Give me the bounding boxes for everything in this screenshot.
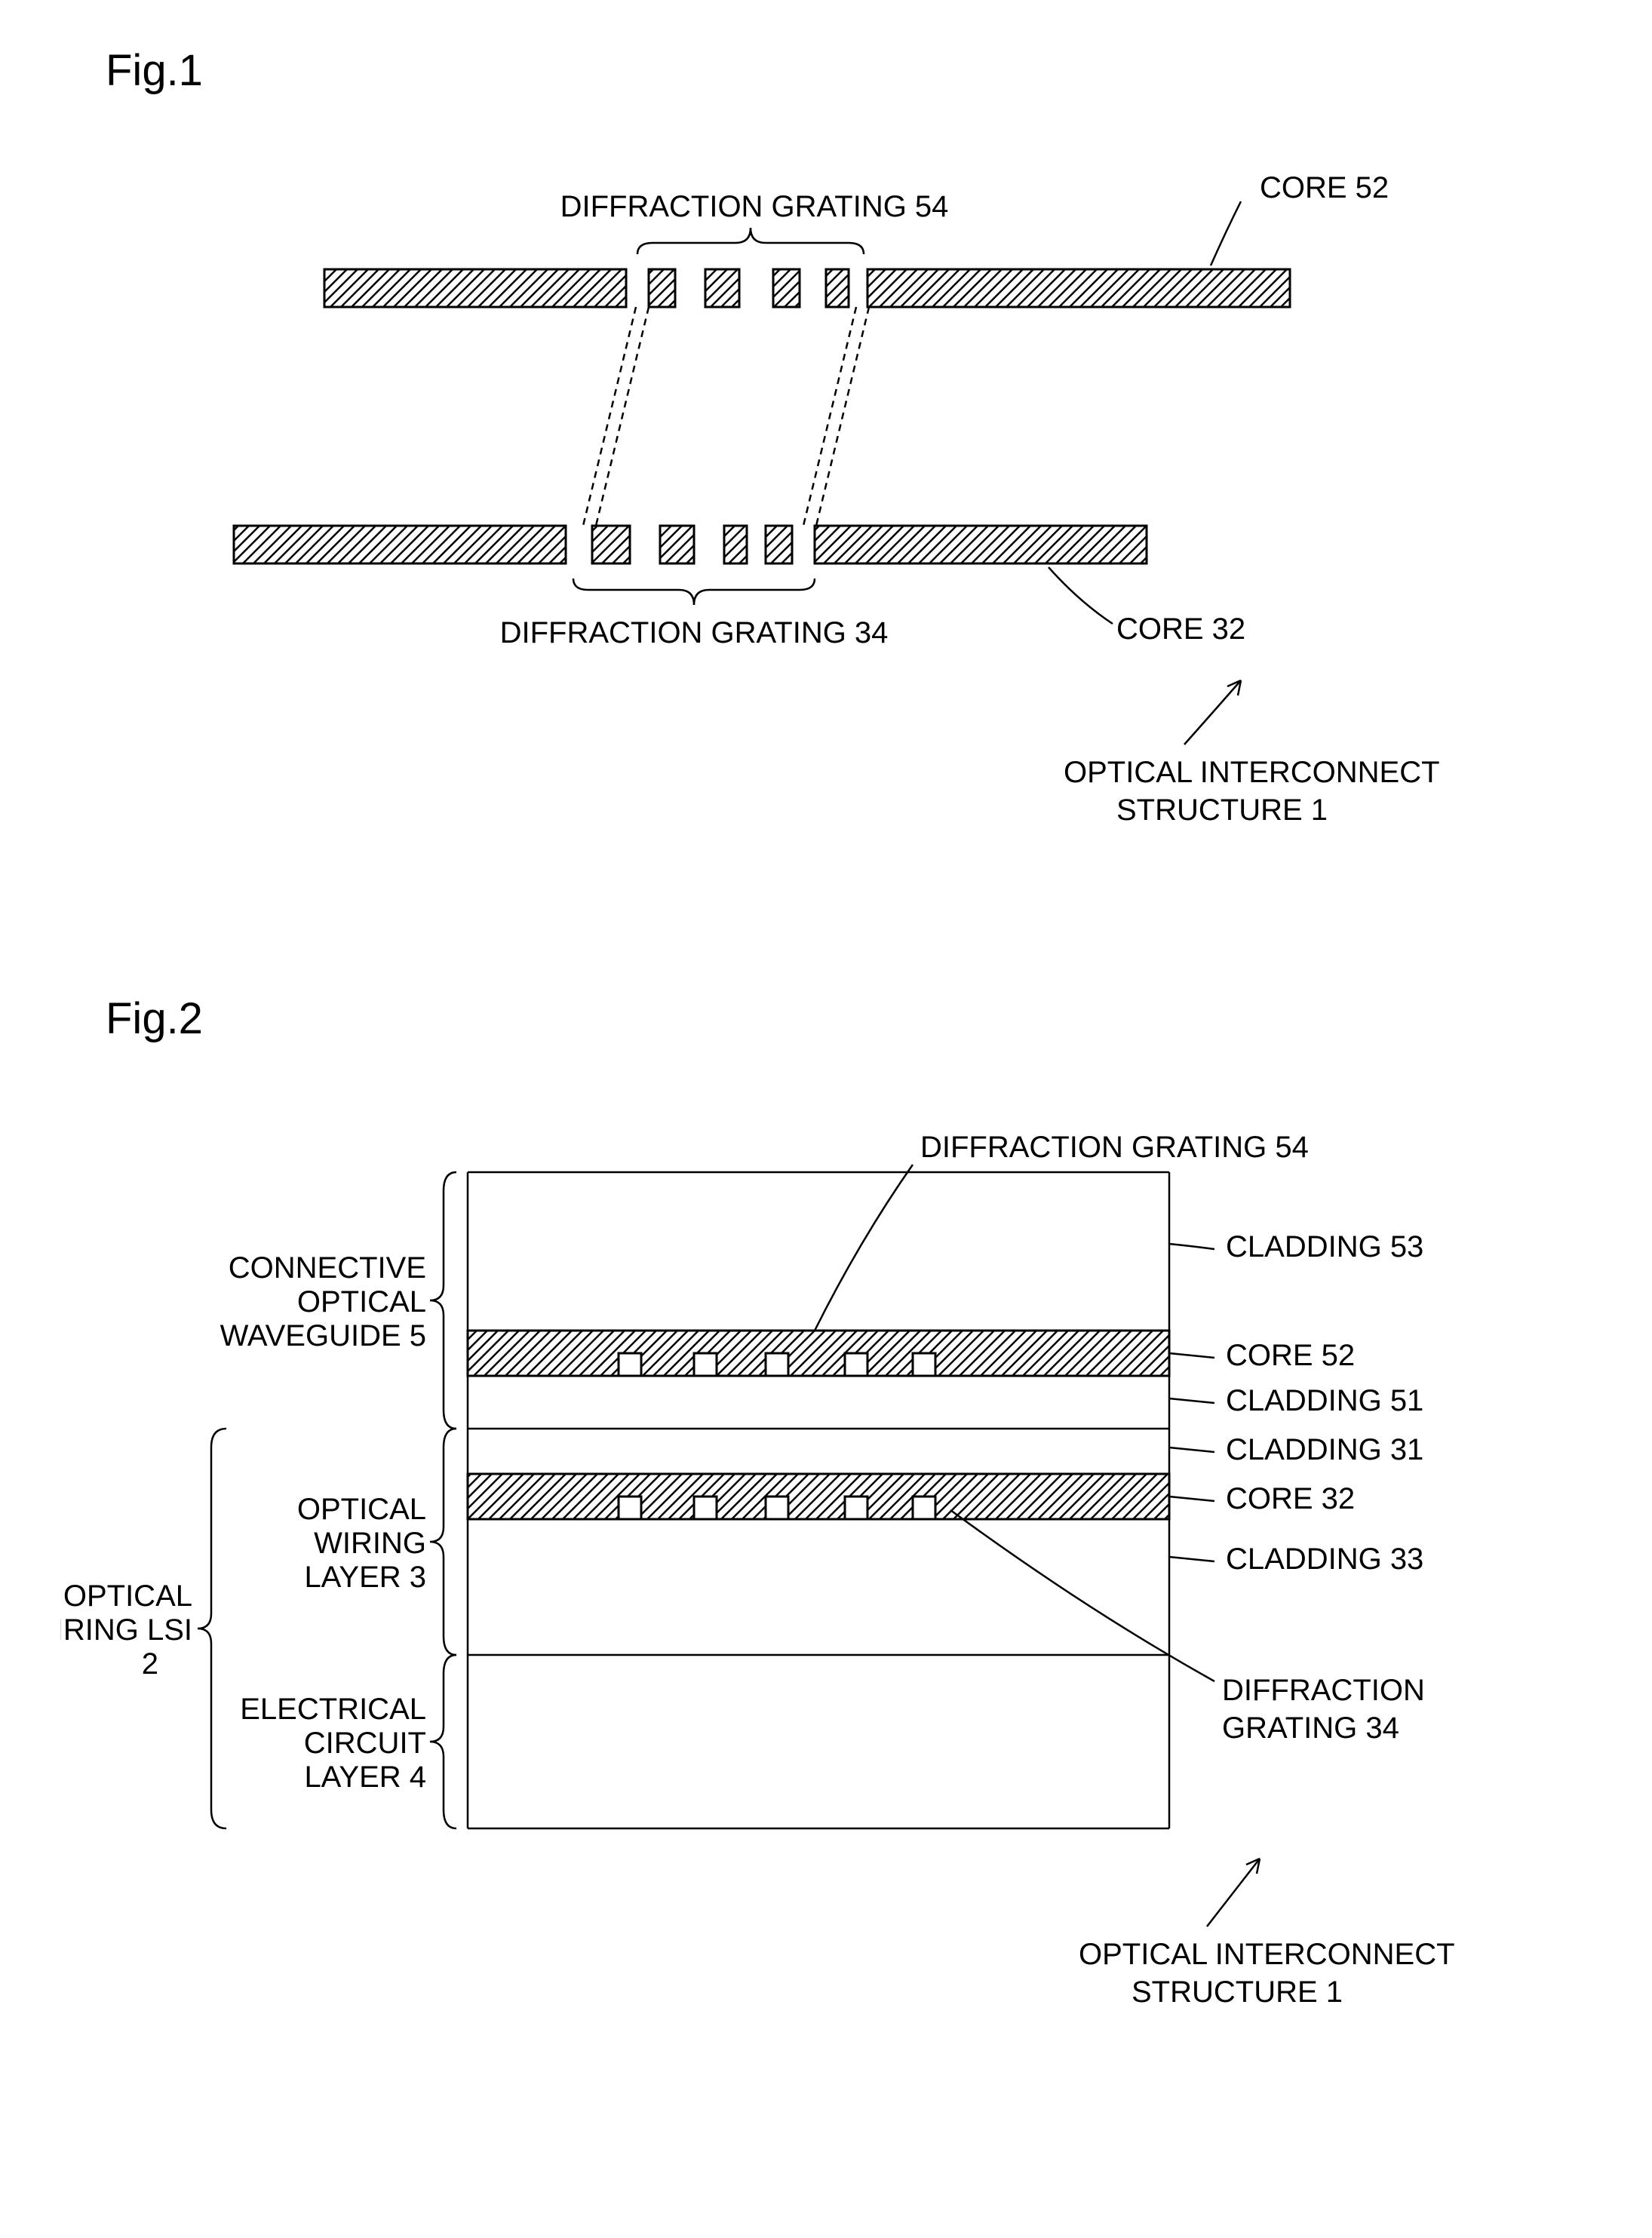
- fig1-dashed-2b: [816, 307, 869, 526]
- fig1-core32-label: CORE 32: [1116, 612, 1245, 646]
- fig1-dashed-1b: [596, 307, 649, 526]
- fig2-brace-connwg: [430, 1172, 456, 1429]
- fig1-top-core-left: [324, 269, 626, 307]
- fig2-notch34-3: [845, 1497, 867, 1519]
- fig2-clad51-label: CLADDING 51: [1226, 1384, 1423, 1417]
- fig2-core32: [468, 1474, 1169, 1519]
- fig2-notch54-1: [694, 1353, 717, 1376]
- figure-1: Fig.1 DIFFRACTION GRATING 54: [60, 45, 1592, 888]
- fig2-owl3-label-3: LAYER 3: [304, 1561, 426, 1594]
- fig1-top-grating-0: [649, 269, 675, 307]
- fig1-core32-leader: [1049, 567, 1113, 624]
- fig2-clad51-leader: [1169, 1398, 1214, 1403]
- fig2-notch34-4: [913, 1497, 935, 1519]
- figure-2: Fig.2 DIFFRACTION GRATING 54: [60, 993, 1592, 2062]
- fig1-bottom-brace: [573, 579, 815, 605]
- fig2-structure-label-2: STRUCTURE 1: [1132, 1976, 1343, 2009]
- fig2-clad33-leader: [1169, 1557, 1214, 1561]
- fig2-lsi-label-3: 2: [142, 1647, 158, 1681]
- fig2-elec-label-1: ELECTRICAL: [240, 1693, 426, 1726]
- fig1-bottom-core-left: [234, 526, 566, 563]
- fig1-title: Fig.1: [106, 45, 1592, 96]
- fig1-bottom-grating-label: DIFFRACTION GRATING 34: [500, 616, 889, 649]
- fig1-structure-leader: [1184, 680, 1241, 744]
- fig1-bottom-core-right: [815, 526, 1147, 563]
- fig2-svg: DIFFRACTION GRATING 54 CLADDING 53 CORE …: [60, 1082, 1607, 2062]
- fig1-top-brace: [637, 228, 864, 254]
- fig2-brace-elec: [430, 1655, 456, 1828]
- fig1-structure-label-2: STRUCTURE 1: [1116, 794, 1328, 827]
- fig2-connwg-label-2: OPTICAL: [297, 1285, 426, 1319]
- fig2-notch54-0: [619, 1353, 641, 1376]
- fig2-elec-label-2: CIRCUIT: [304, 1727, 426, 1760]
- fig2-clad33-label: CLADDING 33: [1226, 1543, 1423, 1576]
- fig1-structure-label-1: OPTICAL INTERCONNECT: [1064, 756, 1440, 789]
- fig2-core32-label: CORE 32: [1226, 1482, 1355, 1515]
- fig2-core52-leader: [1169, 1353, 1214, 1358]
- fig1-top-grating-2: [773, 269, 800, 307]
- fig1-top-grating-3: [826, 269, 849, 307]
- fig1-core52-leader: [1211, 201, 1241, 266]
- fig2-core52-label: CORE 52: [1226, 1339, 1355, 1372]
- fig2-diff54-leader: [815, 1165, 913, 1331]
- fig2-owl3-label-1: OPTICAL: [297, 1493, 426, 1526]
- fig1-top-core-right: [867, 269, 1290, 307]
- fig1-top-grating-label: DIFFRACTION GRATING 54: [560, 190, 949, 223]
- fig1-dashed-1a: [583, 307, 636, 526]
- fig2-diff34-label-2: GRATING 34: [1222, 1712, 1399, 1745]
- fig1-bottom-grating-1: [660, 526, 694, 563]
- fig1-dashed-2a: [803, 307, 856, 526]
- fig1-top-grating-1: [705, 269, 739, 307]
- fig2-lsi-label-2: WIRING LSI: [60, 1613, 192, 1647]
- fig2-clad31-label: CLADDING 31: [1226, 1433, 1423, 1466]
- fig2-diff54-label: DIFFRACTION GRATING 54: [920, 1131, 1309, 1164]
- fig2-core52: [468, 1331, 1169, 1376]
- fig2-clad53-leader: [1169, 1244, 1214, 1249]
- fig2-brace-owl3: [430, 1429, 456, 1655]
- fig1-svg: DIFFRACTION GRATING 54 DIFFRACTION GRATI…: [60, 134, 1494, 888]
- fig2-lsi-label-1: OPTICAL: [63, 1579, 192, 1613]
- fig2-brace-lsi: [198, 1429, 226, 1828]
- fig2-owl3-label-2: WIRING: [314, 1527, 426, 1560]
- fig2-elec-label-3: LAYER 4: [304, 1761, 426, 1794]
- fig1-bottom-grating-3: [766, 526, 792, 563]
- fig1-bottom-grating-2: [724, 526, 747, 563]
- fig2-notch34-1: [694, 1497, 717, 1519]
- fig2-notch34-0: [619, 1497, 641, 1519]
- fig2-diff34-label-1: DIFFRACTION: [1222, 1674, 1425, 1707]
- fig2-clad31-leader: [1169, 1447, 1214, 1452]
- fig2-notch54-3: [845, 1353, 867, 1376]
- fig1-core52-label: CORE 52: [1260, 171, 1389, 204]
- fig2-notch54-2: [766, 1353, 788, 1376]
- fig2-notch34-2: [766, 1497, 788, 1519]
- fig2-clad53-label: CLADDING 53: [1226, 1230, 1423, 1263]
- fig2-connwg-label-3: WAVEGUIDE 5: [220, 1319, 426, 1352]
- fig2-connwg-label-1: CONNECTIVE: [229, 1251, 426, 1285]
- fig2-structure-label-1: OPTICAL INTERCONNECT: [1079, 1938, 1455, 1971]
- fig1-bottom-grating-0: [592, 526, 630, 563]
- fig2-core32-leader: [1169, 1497, 1214, 1501]
- fig2-title: Fig.2: [106, 993, 1592, 1044]
- fig2-structure-leader: [1207, 1859, 1260, 1926]
- fig2-notch54-4: [913, 1353, 935, 1376]
